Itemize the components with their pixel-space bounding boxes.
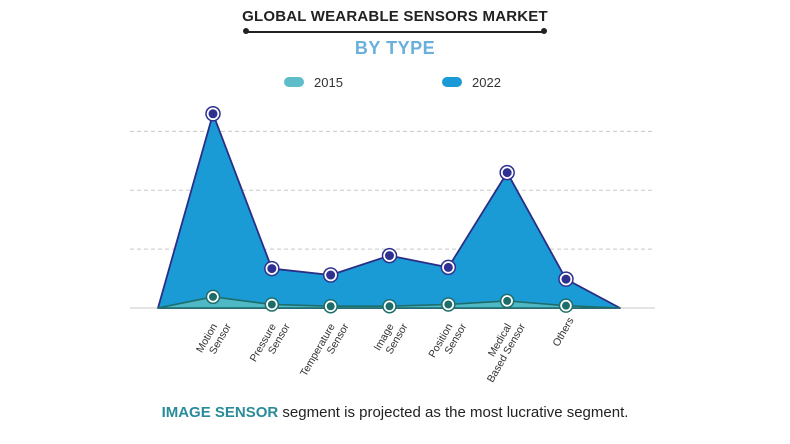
x-tick-label-6: MedicalBased Sensor bbox=[474, 315, 528, 385]
x-tick-label-3: TemperatureSensor bbox=[298, 315, 352, 385]
marker-2022-7 bbox=[561, 274, 571, 284]
title-underline-right-dot bbox=[541, 28, 547, 34]
footer-caption: IMAGE SENSOR segment is projected as the… bbox=[0, 404, 790, 421]
legend-swatch-2022 bbox=[442, 77, 462, 87]
marker-2015-3 bbox=[326, 302, 335, 311]
chart-title: GLOBAL WEARABLE SENSORS MARKET bbox=[242, 8, 548, 25]
legend-swatch-2015 bbox=[284, 77, 304, 87]
x-tick-label-7: Others bbox=[550, 316, 576, 349]
marker-2022-6 bbox=[502, 168, 512, 178]
marker-2015-7 bbox=[561, 301, 570, 310]
x-tick-label-1: MotionSensor bbox=[194, 315, 234, 361]
marker-2022-1 bbox=[208, 109, 218, 119]
marker-2022-2 bbox=[267, 264, 277, 274]
marker-2022-4 bbox=[384, 251, 394, 261]
footer-text: segment is projected as the most lucrati… bbox=[278, 404, 629, 421]
title-underline-left-dot bbox=[243, 28, 249, 34]
marker-2015-1 bbox=[209, 292, 217, 301]
marker-2015-6 bbox=[503, 296, 512, 305]
marker-2015-4 bbox=[385, 302, 394, 311]
marker-2015-2 bbox=[267, 300, 276, 309]
marker-2022-5 bbox=[443, 262, 453, 272]
x-tick-label-2: PressureSensor bbox=[248, 315, 294, 370]
legend-label-2022: 2022 bbox=[472, 74, 501, 90]
chart-subtitle: BY TYPE bbox=[354, 38, 436, 58]
area-series-2022 bbox=[157, 112, 621, 309]
title-underline bbox=[246, 31, 544, 33]
legend-item-2022: 2022 bbox=[442, 73, 501, 91]
x-tick-label-4: ImageSensor bbox=[372, 315, 411, 359]
footer-highlight: IMAGE SENSOR bbox=[161, 404, 279, 421]
marker-2022-3 bbox=[326, 270, 336, 280]
marker-2015-5 bbox=[444, 300, 453, 309]
legend-item-2015: 2015 bbox=[284, 73, 343, 91]
x-tick-label-5: PositionSensor bbox=[426, 315, 469, 366]
legend-label-2015: 2015 bbox=[314, 74, 343, 90]
